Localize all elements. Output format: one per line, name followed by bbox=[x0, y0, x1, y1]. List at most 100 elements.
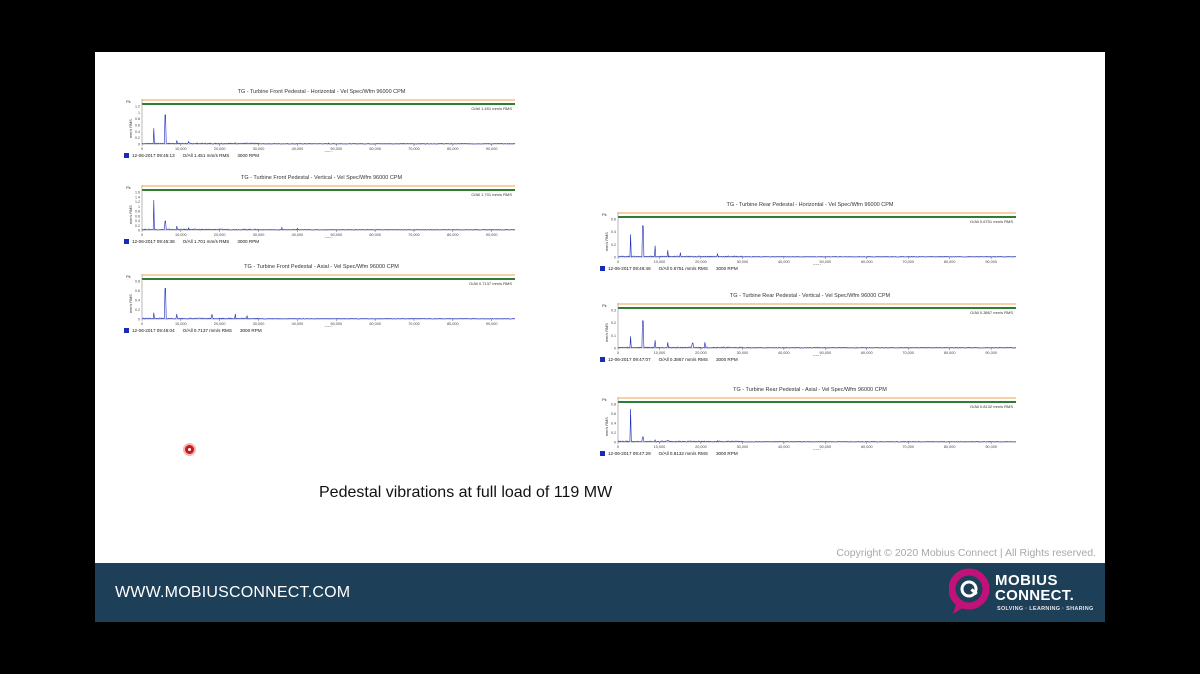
panel-footer: 12-06-2017 09:45:38 O/All 1.701 mm/s RMS 3… bbox=[124, 239, 519, 247]
x-tick-label: 70,000 bbox=[902, 260, 914, 264]
brand-name-line1: MOBIUS bbox=[995, 572, 1058, 589]
x-tick-label: 10,000 bbox=[654, 351, 666, 355]
x-tick-label: 40,000 bbox=[292, 233, 304, 237]
x-tick-label: 20,000 bbox=[214, 322, 226, 326]
x-axis-label: CPM bbox=[813, 449, 821, 450]
panel-footer: 12-06-2017 09:45:13 O/All 1.451 mm/s RMS 3… bbox=[124, 153, 519, 161]
y-axis-label: mm/s RMS bbox=[129, 205, 133, 224]
y-tick-label: 0.8 bbox=[135, 280, 140, 284]
y-tick-label: 1.2 bbox=[135, 105, 140, 109]
panel-footer: 12-06-2017 09:46:48 O/All 0.6751 mm/s RMS… bbox=[600, 266, 1020, 274]
x-tick-label: 90,000 bbox=[985, 445, 997, 449]
y-tick-label: 0.6 bbox=[135, 289, 140, 293]
overall-value: O/All 1.451 mm/s RMS bbox=[182, 153, 230, 159]
spectrum-plot: Pk mm/s RMS CPM 0.8 0.6 0.4 0.2 00 10,000 20,000 3… bbox=[126, 274, 515, 327]
y-tick-label: 0 bbox=[614, 441, 616, 445]
website-link[interactable]: WWW.MOBIUSCONNECT.COM bbox=[115, 584, 351, 601]
panel-footer: 12-06-2017 09:47:07 O/All 0.3867 mm/s RMS… bbox=[600, 357, 1020, 365]
x-tick-label: 30,000 bbox=[737, 445, 749, 449]
panel-title: TG - Turbine Rear Pedestal - Vertical - … bbox=[729, 293, 891, 299]
overall-value: O/All 0.6751 mm/s RMS bbox=[658, 266, 708, 272]
y-tick-label: 0.2 bbox=[611, 243, 616, 247]
y-tick-label: 0.4 bbox=[611, 422, 616, 426]
spectrum-plot: Pk mm/s RMS CPM 0.3 0.2 0.1 00 10,000 20,000 30,0… bbox=[602, 303, 1017, 356]
spectrum-panel-rear-axial: TG - Turbine Rear Pedestal - Axial - Vel… bbox=[600, 387, 1020, 459]
brand-logo: MOBIUS CONNECT. SOLVING · LEARNING · SHA… bbox=[947, 566, 1097, 618]
x-tick-label: 50,000 bbox=[819, 351, 831, 355]
overall-annotation: O/All 0.8132 mm/s RMS bbox=[970, 404, 1013, 409]
y-tick-label: 0.6 bbox=[611, 412, 616, 416]
x-tick-label: 90,000 bbox=[486, 233, 498, 237]
spectrum-panel-front-vertical: TG - Turbine Front Pedestal - Vertical -… bbox=[124, 175, 519, 247]
x-tick-label: 50,000 bbox=[330, 322, 342, 326]
y-tick-label: 1.6 bbox=[135, 191, 140, 195]
timestamp: 12-06-2017 09:47:29 bbox=[608, 451, 651, 457]
x-axis-label: CPM bbox=[324, 326, 332, 327]
overall-annotation: O/All 0.7137 mm/s RMS bbox=[469, 281, 512, 286]
panel-title: TG - Turbine Front Pedestal - Horizontal… bbox=[237, 89, 406, 95]
y-tick-label: 0.2 bbox=[611, 321, 616, 325]
x-tick-label: 90,000 bbox=[486, 322, 498, 326]
y-tick-label: 0 bbox=[138, 143, 140, 147]
x-tick-label: 10,000 bbox=[175, 233, 187, 237]
x-tick-label: 60,000 bbox=[369, 147, 381, 151]
footer-bar: WWW.MOBIUSCONNECT.COM MOBIUS CONNECT. SO… bbox=[95, 563, 1105, 622]
legend-swatch bbox=[600, 357, 605, 363]
x-tick-label: 10,000 bbox=[175, 322, 187, 326]
x-tick-label: 80,000 bbox=[447, 322, 459, 326]
spectrum-trace bbox=[617, 225, 1017, 258]
spectrum-trace bbox=[141, 288, 515, 320]
y-tick-label: 0 bbox=[138, 318, 140, 322]
x-tick-label: 60,000 bbox=[861, 351, 873, 355]
speed: 3000 RPM bbox=[237, 239, 260, 245]
y-axis-label: mm/s RMS bbox=[129, 294, 133, 313]
spectrum-plot: Pk mm/s RMS CPM 1.2 1 0.8 0.6 0.4 0.2 00 10,000 20,… bbox=[126, 99, 516, 152]
y-tick-label: 0.1 bbox=[611, 334, 616, 338]
y-tick-label: 0.4 bbox=[135, 130, 140, 134]
spectrum-panel-front-axial: TG - Turbine Front Pedestal - Axial - Ve… bbox=[124, 264, 519, 336]
x-tick-label: 80,000 bbox=[944, 445, 956, 449]
y-axis-label: mm/s RMS bbox=[129, 119, 133, 138]
y-tick-label: 0.4 bbox=[135, 299, 140, 303]
panel-title: TG - Turbine Rear Pedestal - Horizontal … bbox=[726, 202, 894, 208]
x-tick-label: 10,000 bbox=[654, 445, 666, 449]
y-tick-label: 1 bbox=[138, 205, 140, 209]
x-axis-label: CPM bbox=[324, 237, 332, 238]
overall-annotation: O/All 1.451 mm/s RMS bbox=[471, 106, 512, 111]
x-tick-label: 20,000 bbox=[695, 351, 707, 355]
x-tick-label: 90,000 bbox=[486, 147, 498, 151]
timestamp: 12-06-2017 09:46:04 bbox=[132, 328, 175, 334]
y-tick-label: 0.6 bbox=[135, 124, 140, 128]
y-tick-label: 0.2 bbox=[135, 308, 140, 312]
x-tick-label: 60,000 bbox=[861, 260, 873, 264]
legend-swatch bbox=[600, 451, 605, 457]
speed: 3000 RPM bbox=[239, 328, 262, 334]
y-tick-label: 0 bbox=[614, 347, 616, 351]
x-tick-label: 70,000 bbox=[408, 147, 420, 151]
unit-label: Pk bbox=[602, 303, 607, 308]
y-tick-label: 0.2 bbox=[135, 224, 140, 228]
presentation-slide: TG - Turbine Front Pedestal - Horizontal… bbox=[95, 52, 1105, 622]
spectrum-plot: Pk mm/s RMS CPM 0.8 0.6 0.4 0.2 00 10,000 20,000 3… bbox=[602, 397, 1017, 450]
x-tick-label: 0 bbox=[141, 322, 143, 326]
y-tick-label: 0.4 bbox=[611, 230, 616, 234]
x-tick-label: 10,000 bbox=[654, 260, 666, 264]
y-tick-label: 0.8 bbox=[135, 210, 140, 214]
speech-bubble-logo-icon bbox=[949, 568, 990, 614]
x-tick-label: 50,000 bbox=[330, 233, 342, 237]
y-tick-label: 0.3 bbox=[611, 309, 616, 313]
panel-footer: 12-06-2017 09:46:04 O/All 0.7137 mm/s RMS… bbox=[124, 328, 519, 336]
laser-pointer-icon bbox=[185, 445, 194, 454]
x-tick-label: 20,000 bbox=[695, 445, 707, 449]
unit-label: Pk bbox=[126, 99, 131, 104]
y-tick-label: 0.8 bbox=[611, 403, 616, 407]
overall-value: O/All 1.701 mm/s RMS bbox=[182, 239, 230, 245]
x-tick-label: 50,000 bbox=[819, 260, 831, 264]
x-tick-label: 0 bbox=[617, 445, 619, 449]
spectrum-panel-front-horizontal: TG - Turbine Front Pedestal - Horizontal… bbox=[124, 89, 519, 161]
x-tick-label: 10,000 bbox=[175, 147, 187, 151]
spectrum-panel-rear-vertical: TG - Turbine Rear Pedestal - Vertical - … bbox=[600, 293, 1020, 365]
y-tick-label: 0.6 bbox=[135, 214, 140, 218]
x-tick-label: 40,000 bbox=[292, 147, 304, 151]
